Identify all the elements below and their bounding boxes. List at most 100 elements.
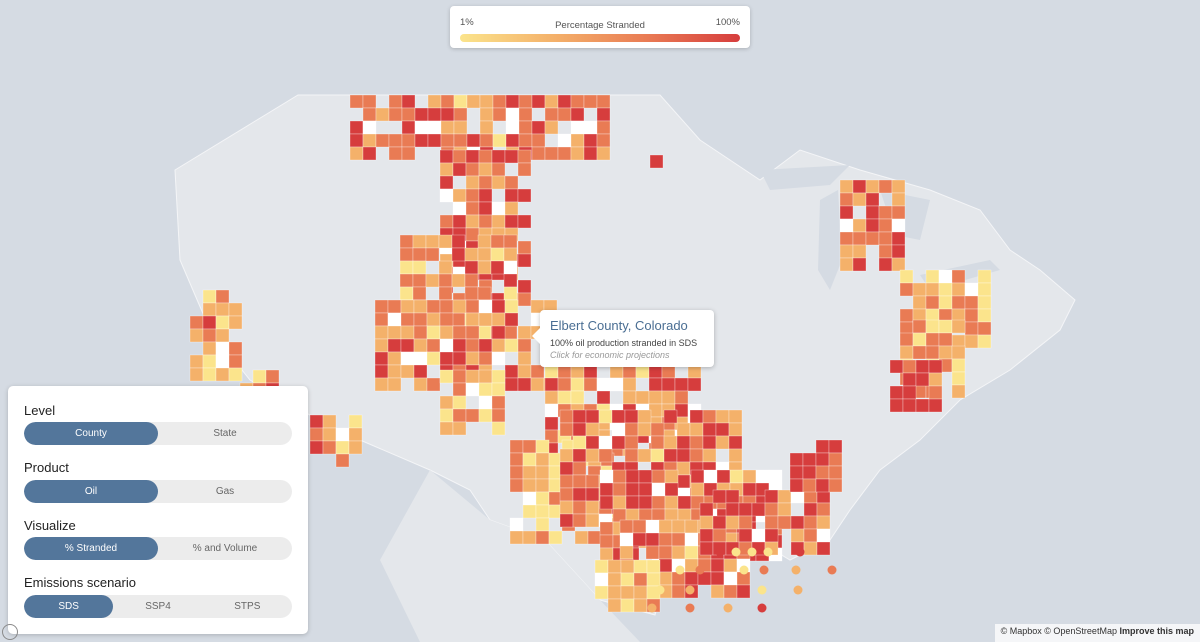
county-shape[interactable]: [738, 502, 753, 517]
county-shape[interactable]: [349, 94, 364, 109]
county-shape[interactable]: [335, 427, 350, 442]
county-shape[interactable]: [715, 435, 730, 450]
county-shape[interactable]: [583, 146, 598, 161]
product-gas-option[interactable]: Gas: [215, 486, 235, 497]
county-shape[interactable]: [676, 461, 691, 476]
county-shape[interactable]: [622, 377, 637, 392]
county-shape[interactable]: [427, 120, 442, 135]
offshore-block-dot[interactable]: [793, 585, 803, 595]
county-shape[interactable]: [802, 465, 817, 480]
county-shape[interactable]: [585, 435, 600, 450]
county-shape[interactable]: [587, 530, 602, 545]
county-shape[interactable]: [912, 319, 927, 334]
county-shape[interactable]: [632, 519, 647, 534]
county-shape[interactable]: [452, 149, 467, 164]
county-shape[interactable]: [453, 94, 468, 109]
county-shape[interactable]: [252, 369, 267, 384]
county-shape[interactable]: [509, 465, 524, 480]
county-shape[interactable]: [645, 532, 660, 547]
county-shape[interactable]: [951, 371, 966, 386]
county-shape[interactable]: [803, 502, 818, 517]
county-shape[interactable]: [633, 559, 648, 574]
county-shape[interactable]: [491, 312, 506, 327]
county-shape[interactable]: [504, 201, 519, 216]
county-shape[interactable]: [465, 188, 480, 203]
county-shape[interactable]: [439, 325, 454, 340]
county-shape[interactable]: [572, 461, 587, 476]
county-shape[interactable]: [915, 372, 930, 387]
county-shape[interactable]: [570, 94, 585, 109]
county-shape[interactable]: [619, 532, 634, 547]
county-shape[interactable]: [413, 325, 428, 340]
county-shape[interactable]: [465, 408, 480, 423]
offshore-block-dot[interactable]: [685, 603, 695, 613]
county-shape[interactable]: [362, 146, 377, 161]
county-shape[interactable]: [491, 338, 506, 353]
county-shape[interactable]: [925, 295, 940, 310]
county-shape[interactable]: [891, 192, 906, 207]
county-shape[interactable]: [865, 179, 880, 194]
county-shape[interactable]: [635, 390, 650, 405]
county-shape[interactable]: [413, 299, 428, 314]
offshore-block-dot[interactable]: [795, 547, 805, 557]
county-shape[interactable]: [535, 452, 550, 467]
county-shape[interactable]: [676, 422, 691, 437]
county-shape[interactable]: [816, 502, 831, 517]
county-shape[interactable]: [624, 409, 639, 424]
county-shape[interactable]: [517, 149, 532, 164]
improve-map-link[interactable]: Improve this map: [1119, 626, 1194, 636]
county-shape[interactable]: [651, 469, 666, 484]
county-shape[interactable]: [452, 382, 467, 397]
county-shape[interactable]: [202, 289, 217, 304]
county-shape[interactable]: [414, 120, 429, 135]
county-shape[interactable]: [362, 120, 377, 135]
county-shape[interactable]: [712, 489, 727, 504]
county-shape[interactable]: [651, 495, 666, 510]
county-shape[interactable]: [426, 325, 441, 340]
county-shape[interactable]: [828, 452, 843, 467]
county-shape[interactable]: [491, 299, 506, 314]
county-shape[interactable]: [598, 409, 613, 424]
county-shape[interactable]: [399, 286, 414, 301]
level-county-option[interactable]: County: [24, 422, 158, 445]
county-shape[interactable]: [504, 175, 519, 190]
county-shape[interactable]: [477, 247, 492, 262]
county-shape[interactable]: [699, 515, 714, 530]
county-shape[interactable]: [522, 491, 537, 506]
county-shape[interactable]: [902, 372, 917, 387]
county-shape[interactable]: [699, 502, 714, 517]
county-shape[interactable]: [596, 133, 611, 148]
county-shape[interactable]: [742, 482, 757, 497]
county-shape[interactable]: [438, 234, 453, 249]
county-shape[interactable]: [440, 120, 455, 135]
county-shape[interactable]: [427, 133, 442, 148]
county-shape[interactable]: [374, 338, 389, 353]
county-shape[interactable]: [400, 299, 415, 314]
county-shape[interactable]: [465, 338, 480, 353]
county-shape[interactable]: [412, 247, 427, 262]
county-shape[interactable]: [509, 452, 524, 467]
county-shape[interactable]: [202, 302, 217, 317]
county-shape[interactable]: [938, 345, 953, 360]
county-shape[interactable]: [828, 465, 843, 480]
county-shape[interactable]: [465, 149, 480, 164]
county-shape[interactable]: [559, 422, 574, 437]
county-shape[interactable]: [728, 435, 743, 450]
county-shape[interactable]: [878, 205, 893, 220]
county-shape[interactable]: [228, 354, 243, 369]
county-shape[interactable]: [977, 334, 992, 349]
county-shape[interactable]: [611, 409, 626, 424]
county-shape[interactable]: [951, 295, 966, 310]
county-shape[interactable]: [439, 299, 454, 314]
county-shape[interactable]: [637, 448, 652, 463]
county-shape[interactable]: [228, 315, 243, 330]
county-shape[interactable]: [375, 133, 390, 148]
county-shape[interactable]: [572, 435, 587, 450]
county-shape[interactable]: [535, 491, 550, 506]
county-shape[interactable]: [865, 205, 880, 220]
offshore-block-dot[interactable]: [827, 565, 837, 575]
county-shape[interactable]: [764, 515, 779, 530]
popup-link[interactable]: Click for economic projections: [550, 350, 670, 360]
county-shape[interactable]: [322, 440, 337, 455]
county-shape[interactable]: [439, 421, 454, 436]
